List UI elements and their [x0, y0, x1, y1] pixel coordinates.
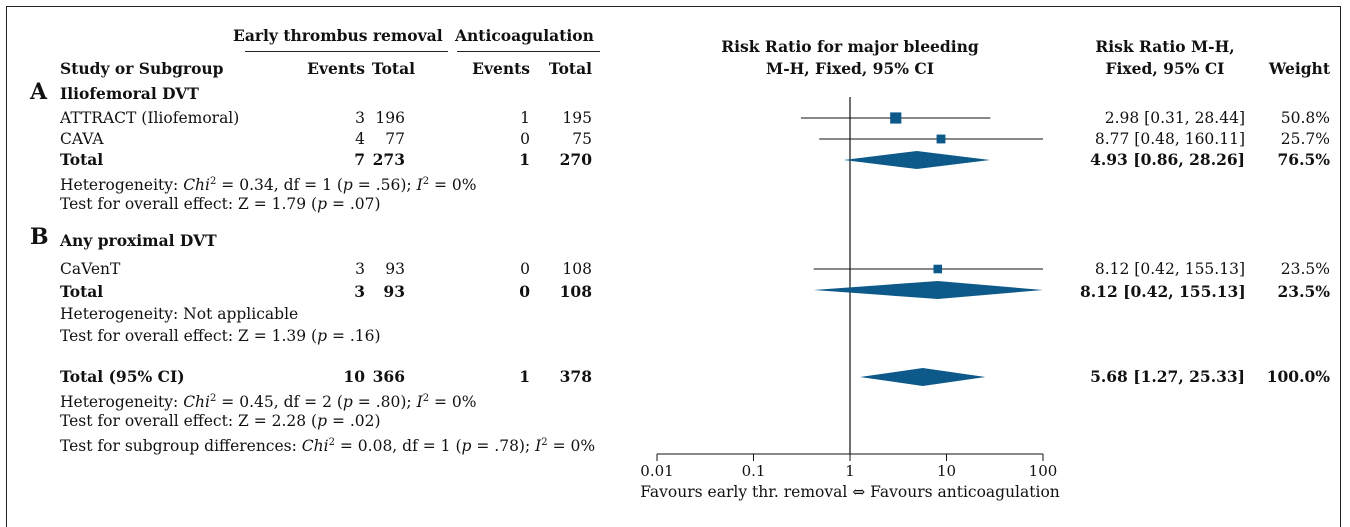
overall-events2: 1	[519, 367, 530, 386]
total-total1: 93	[383, 282, 405, 301]
overall-total-label: Total (95% CI)	[60, 367, 185, 386]
events1: 3	[355, 109, 365, 127]
study-name: CAVA	[60, 130, 104, 148]
total-events2: 0	[519, 282, 530, 301]
weight: 23.5%	[1280, 260, 1330, 278]
total1: 196	[375, 109, 405, 127]
total-label: Total	[60, 150, 104, 169]
total-total2: 270	[559, 150, 592, 169]
figure-frame	[6, 6, 1341, 527]
study-marker	[890, 112, 902, 124]
group1-underline	[245, 51, 448, 52]
events2: 0	[520, 130, 530, 148]
section-b-title: Any proximal DVT	[60, 231, 217, 250]
subgroup-differences-text: Test for subgroup differences: Chi2 = 0.…	[60, 437, 596, 456]
overall-effect-text: Test for overall effect: Z = 2.28 (p = .…	[60, 412, 381, 430]
overall-total1: 366	[372, 367, 405, 386]
ci-text: 8.12 [0.42, 155.13]	[1094, 260, 1245, 278]
total1: 93	[385, 260, 405, 278]
col-study-header: Study or Subgroup	[60, 59, 224, 78]
x-tick-label: 100	[1029, 462, 1058, 480]
ci-text: 2.98 [0.31, 28.44]	[1104, 109, 1245, 127]
study-name: CaVenT	[60, 260, 121, 278]
pooled-diamond	[860, 368, 986, 386]
events2: 1	[520, 109, 530, 127]
total-events1: 7	[354, 150, 365, 169]
ci-text: 8.77 [0.48, 160.11]	[1094, 130, 1245, 148]
overall-effect-text: Test for overall effect: Z = 1.39 (p = .…	[60, 327, 381, 345]
x-tick-label: 1	[845, 462, 855, 480]
x-tick-label: 0.1	[742, 462, 766, 480]
x-tick-label: 0.01	[640, 462, 673, 480]
x-tick-label: 10	[937, 462, 956, 480]
overall-total2: 378	[559, 367, 592, 386]
total-events2: 1	[519, 150, 530, 169]
study-name: ATTRACT (Iliofemoral)	[60, 109, 240, 127]
total-events1: 3	[354, 282, 365, 301]
plot-title-line1: Risk Ratio for major bleeding	[721, 37, 979, 56]
weight-header: Weight	[1268, 59, 1330, 78]
total2: 108	[562, 260, 592, 278]
weight: 25.7%	[1280, 130, 1330, 148]
rr-title-line1: Risk Ratio M-H,	[1095, 37, 1235, 56]
total-weight: 76.5%	[1277, 150, 1330, 169]
rr-title-line2: Fixed, 95% CI	[1105, 59, 1225, 78]
section-a-letter: A	[30, 79, 48, 105]
weight: 50.8%	[1280, 109, 1330, 127]
total2: 195	[562, 109, 592, 127]
events1: 4	[355, 130, 365, 148]
heterogeneity-text: Heterogeneity: Chi2 = 0.34, df = 1 (p = …	[60, 176, 477, 195]
events2: 0	[520, 260, 530, 278]
study-marker	[936, 134, 946, 144]
plot-title-line2: M-H, Fixed, 95% CI	[766, 59, 934, 78]
total-total2: 108	[559, 282, 592, 301]
pooled-diamond	[813, 281, 1043, 299]
total-ci-text: 8.12 [0.42, 155.13]	[1080, 282, 1246, 301]
section-b-letter: B	[30, 224, 49, 250]
overall-effect-text: Test for overall effect: Z = 1.79 (p = .…	[60, 195, 381, 213]
axis-footer: Favours early thr. removal ⇔ Favours ant…	[640, 483, 1060, 501]
total-ci-text: 4.93 [0.86, 28.26]	[1090, 150, 1245, 169]
col-events1-header: Events	[307, 59, 365, 78]
col-total2-header: Total	[548, 59, 592, 78]
col-total1-header: Total	[371, 59, 415, 78]
total-weight: 23.5%	[1277, 282, 1330, 301]
total1: 77	[385, 130, 405, 148]
overall-weight: 100.0%	[1266, 367, 1330, 386]
col-events2-header: Events	[472, 59, 530, 78]
events1: 3	[355, 260, 365, 278]
overall-heterogeneity-text: Heterogeneity: Chi2 = 0.45, df = 2 (p = …	[60, 393, 477, 412]
overall-events1: 10	[343, 367, 365, 386]
group1-header: Early thrombus removal	[233, 26, 443, 45]
total-label: Total	[60, 282, 104, 301]
total2: 75	[572, 130, 592, 148]
group2-header: Anticoagulation	[455, 26, 594, 45]
overall-ci-text: 5.68 [1.27, 25.33]	[1090, 367, 1245, 386]
heterogeneity-text: Heterogeneity: Not applicable	[60, 305, 299, 323]
pooled-diamond	[843, 151, 991, 169]
group2-underline	[457, 51, 600, 52]
total-total1: 273	[372, 150, 405, 169]
section-a-title: Iliofemoral DVT	[60, 84, 199, 103]
study-marker	[933, 264, 943, 274]
